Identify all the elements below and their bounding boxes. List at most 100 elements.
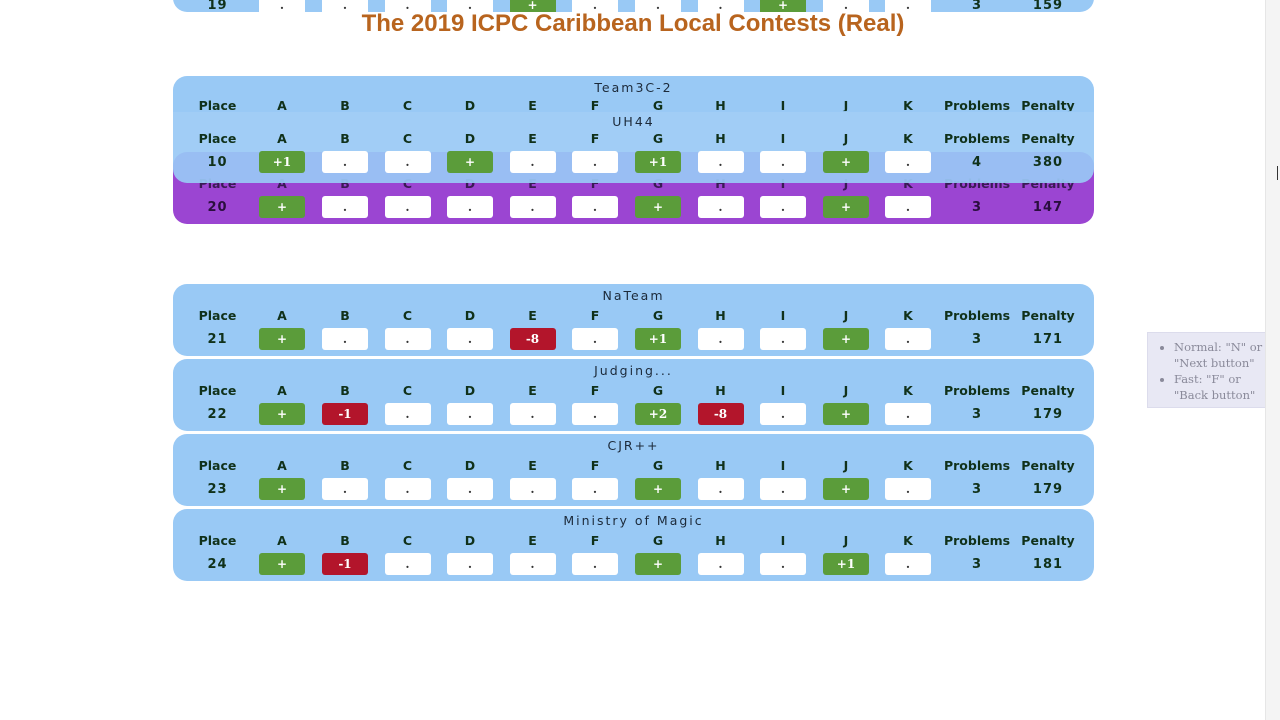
problem-cell-j: +: [823, 196, 869, 218]
header-problem-h: H: [715, 176, 726, 191]
header-problem-b: B: [340, 176, 350, 191]
problem-cell-b: -1: [322, 403, 368, 425]
header-problem-k: K: [903, 98, 913, 112]
problem-cell-d: .: [447, 403, 493, 425]
keyboard-help-panel: Normal: "N" or "Next button" Fast: "F" o…: [1147, 332, 1266, 408]
header-problem-d: D: [464, 98, 476, 112]
header-problem-j: J: [843, 98, 849, 112]
problem-cell-k: .: [885, 151, 931, 173]
header-problem-h: H: [715, 308, 726, 323]
problem-cell-h: .: [697, 328, 744, 350]
problem-cell-h: -8: [697, 403, 744, 425]
team-row: PlaceABCDEFGHIJKProblemsPenalty19....+..…: [173, 0, 1094, 12]
header-problem-j: J: [843, 458, 849, 473]
problem-cell-c: .: [384, 478, 431, 500]
header-problem-f: F: [590, 383, 600, 398]
problem-cell-e: .: [509, 478, 556, 500]
problem-cell-g: +1: [635, 151, 681, 173]
text-cursor-icon: [1277, 166, 1278, 180]
header-problem-h: H: [715, 98, 726, 112]
problem-cell-h: .: [697, 151, 744, 173]
problem-cell-b: .: [322, 0, 368, 12]
place-value: 10: [207, 155, 228, 170]
header-problem-k: K: [903, 458, 913, 473]
problem-cell-k: .: [885, 478, 931, 500]
problem-cell-a: +: [259, 328, 305, 350]
problem-cell-f: .: [572, 403, 618, 425]
header-problems: Problems: [943, 98, 1011, 112]
problems-solved-value: 3: [971, 200, 983, 215]
problem-cell-k: .: [885, 403, 931, 425]
header-problems: Problems: [943, 308, 1011, 323]
problem-cell-g: +: [635, 553, 681, 575]
problem-cell-d: .: [447, 553, 493, 575]
problem-cell-a: +: [259, 403, 305, 425]
header-problem-j: J: [843, 308, 849, 323]
problem-cell-b: .: [322, 151, 368, 173]
header-problem-h: H: [715, 383, 726, 398]
vertical-scrollbar[interactable]: [1265, 0, 1280, 720]
team-name: UH44: [612, 114, 655, 129]
problem-cell-k: .: [885, 196, 931, 218]
header-problem-e: E: [528, 458, 537, 473]
problem-cell-c: .: [384, 553, 431, 575]
problem-cell-i: .: [760, 328, 806, 350]
header-place: Place: [198, 308, 237, 323]
penalty-value: 171: [1032, 332, 1064, 347]
problem-cell-c: .: [384, 196, 431, 218]
team-row: Judging... Place A B C D E F G H I J K Problems Penalt…: [173, 359, 1094, 431]
header-problem-k: K: [903, 176, 913, 191]
header-problem-i: I: [780, 131, 786, 146]
header-problem-f: F: [590, 308, 600, 323]
team-name: NaTeam: [602, 288, 665, 303]
problem-cell-h: .: [697, 196, 744, 218]
problem-cell-c: .: [384, 403, 431, 425]
problem-cell-k: .: [885, 328, 931, 350]
header-place: Place: [198, 383, 237, 398]
header-problem-c: C: [402, 308, 413, 323]
header-problem-g: G: [652, 533, 664, 548]
problem-cell-i: .: [760, 478, 806, 500]
header-problem-c: C: [402, 383, 413, 398]
place-value: 23: [207, 482, 228, 497]
header-penalty: Penalty: [1021, 131, 1075, 146]
header-problem-i: I: [780, 98, 786, 112]
problem-cell-d: .: [447, 478, 493, 500]
header-problem-h: H: [715, 458, 726, 473]
header-problems: Problems: [943, 383, 1011, 398]
header-problem-a: A: [277, 533, 287, 548]
problem-cell-b: .: [322, 328, 368, 350]
header-penalty: Penalty: [1021, 458, 1075, 473]
problem-cell-e: .: [509, 196, 556, 218]
problem-cell-d: .: [447, 196, 493, 218]
header-problem-i: I: [780, 383, 786, 398]
header-place: Place: [198, 458, 237, 473]
problem-cell-e: -8: [509, 328, 556, 350]
header-place: Place: [198, 533, 237, 548]
problem-cell-g: +: [635, 196, 681, 218]
team-row: Team3C-2 Place A B C D E F G H I J K Problems Penalty: [173, 76, 1094, 112]
problems-solved-value: 3: [971, 557, 983, 572]
header-problem-i: I: [780, 458, 786, 473]
problem-cell-k: .: [885, 553, 931, 575]
problem-cell-a: +: [259, 196, 305, 218]
problem-cell-g: +: [635, 478, 681, 500]
header-problem-c: C: [402, 131, 413, 146]
problem-cell-j: +1: [823, 553, 869, 575]
header-problem-h: H: [715, 533, 726, 548]
header-problem-b: B: [340, 308, 350, 323]
header-problem-e: E: [528, 98, 537, 112]
header-problem-g: G: [652, 458, 664, 473]
place-value: 20: [207, 200, 228, 215]
header-problem-a: A: [277, 458, 287, 473]
penalty-value: 179: [1032, 482, 1064, 497]
header-problem-g: G: [652, 98, 664, 112]
problem-cell-k: .: [885, 0, 931, 12]
problem-cell-e: .: [509, 403, 556, 425]
header-problem-c: C: [402, 176, 413, 191]
problem-cell-d: .: [447, 328, 493, 350]
header-problem-h: H: [715, 131, 726, 146]
problem-cell-h: .: [697, 0, 744, 12]
problem-cell-f: .: [572, 0, 618, 12]
header-problem-f: F: [590, 458, 600, 473]
